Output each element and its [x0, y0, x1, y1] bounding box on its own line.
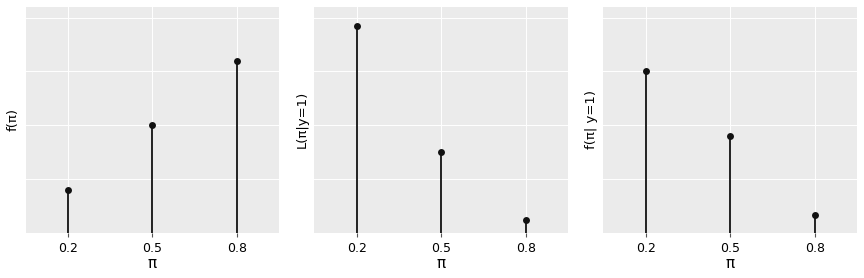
Y-axis label: f(π): f(π) [7, 108, 20, 131]
Y-axis label: f(π| y=1): f(π| y=1) [585, 90, 598, 149]
X-axis label: π: π [726, 256, 734, 271]
Y-axis label: L(π|y=1): L(π|y=1) [295, 91, 308, 148]
X-axis label: π: π [436, 256, 446, 271]
X-axis label: π: π [148, 256, 157, 271]
